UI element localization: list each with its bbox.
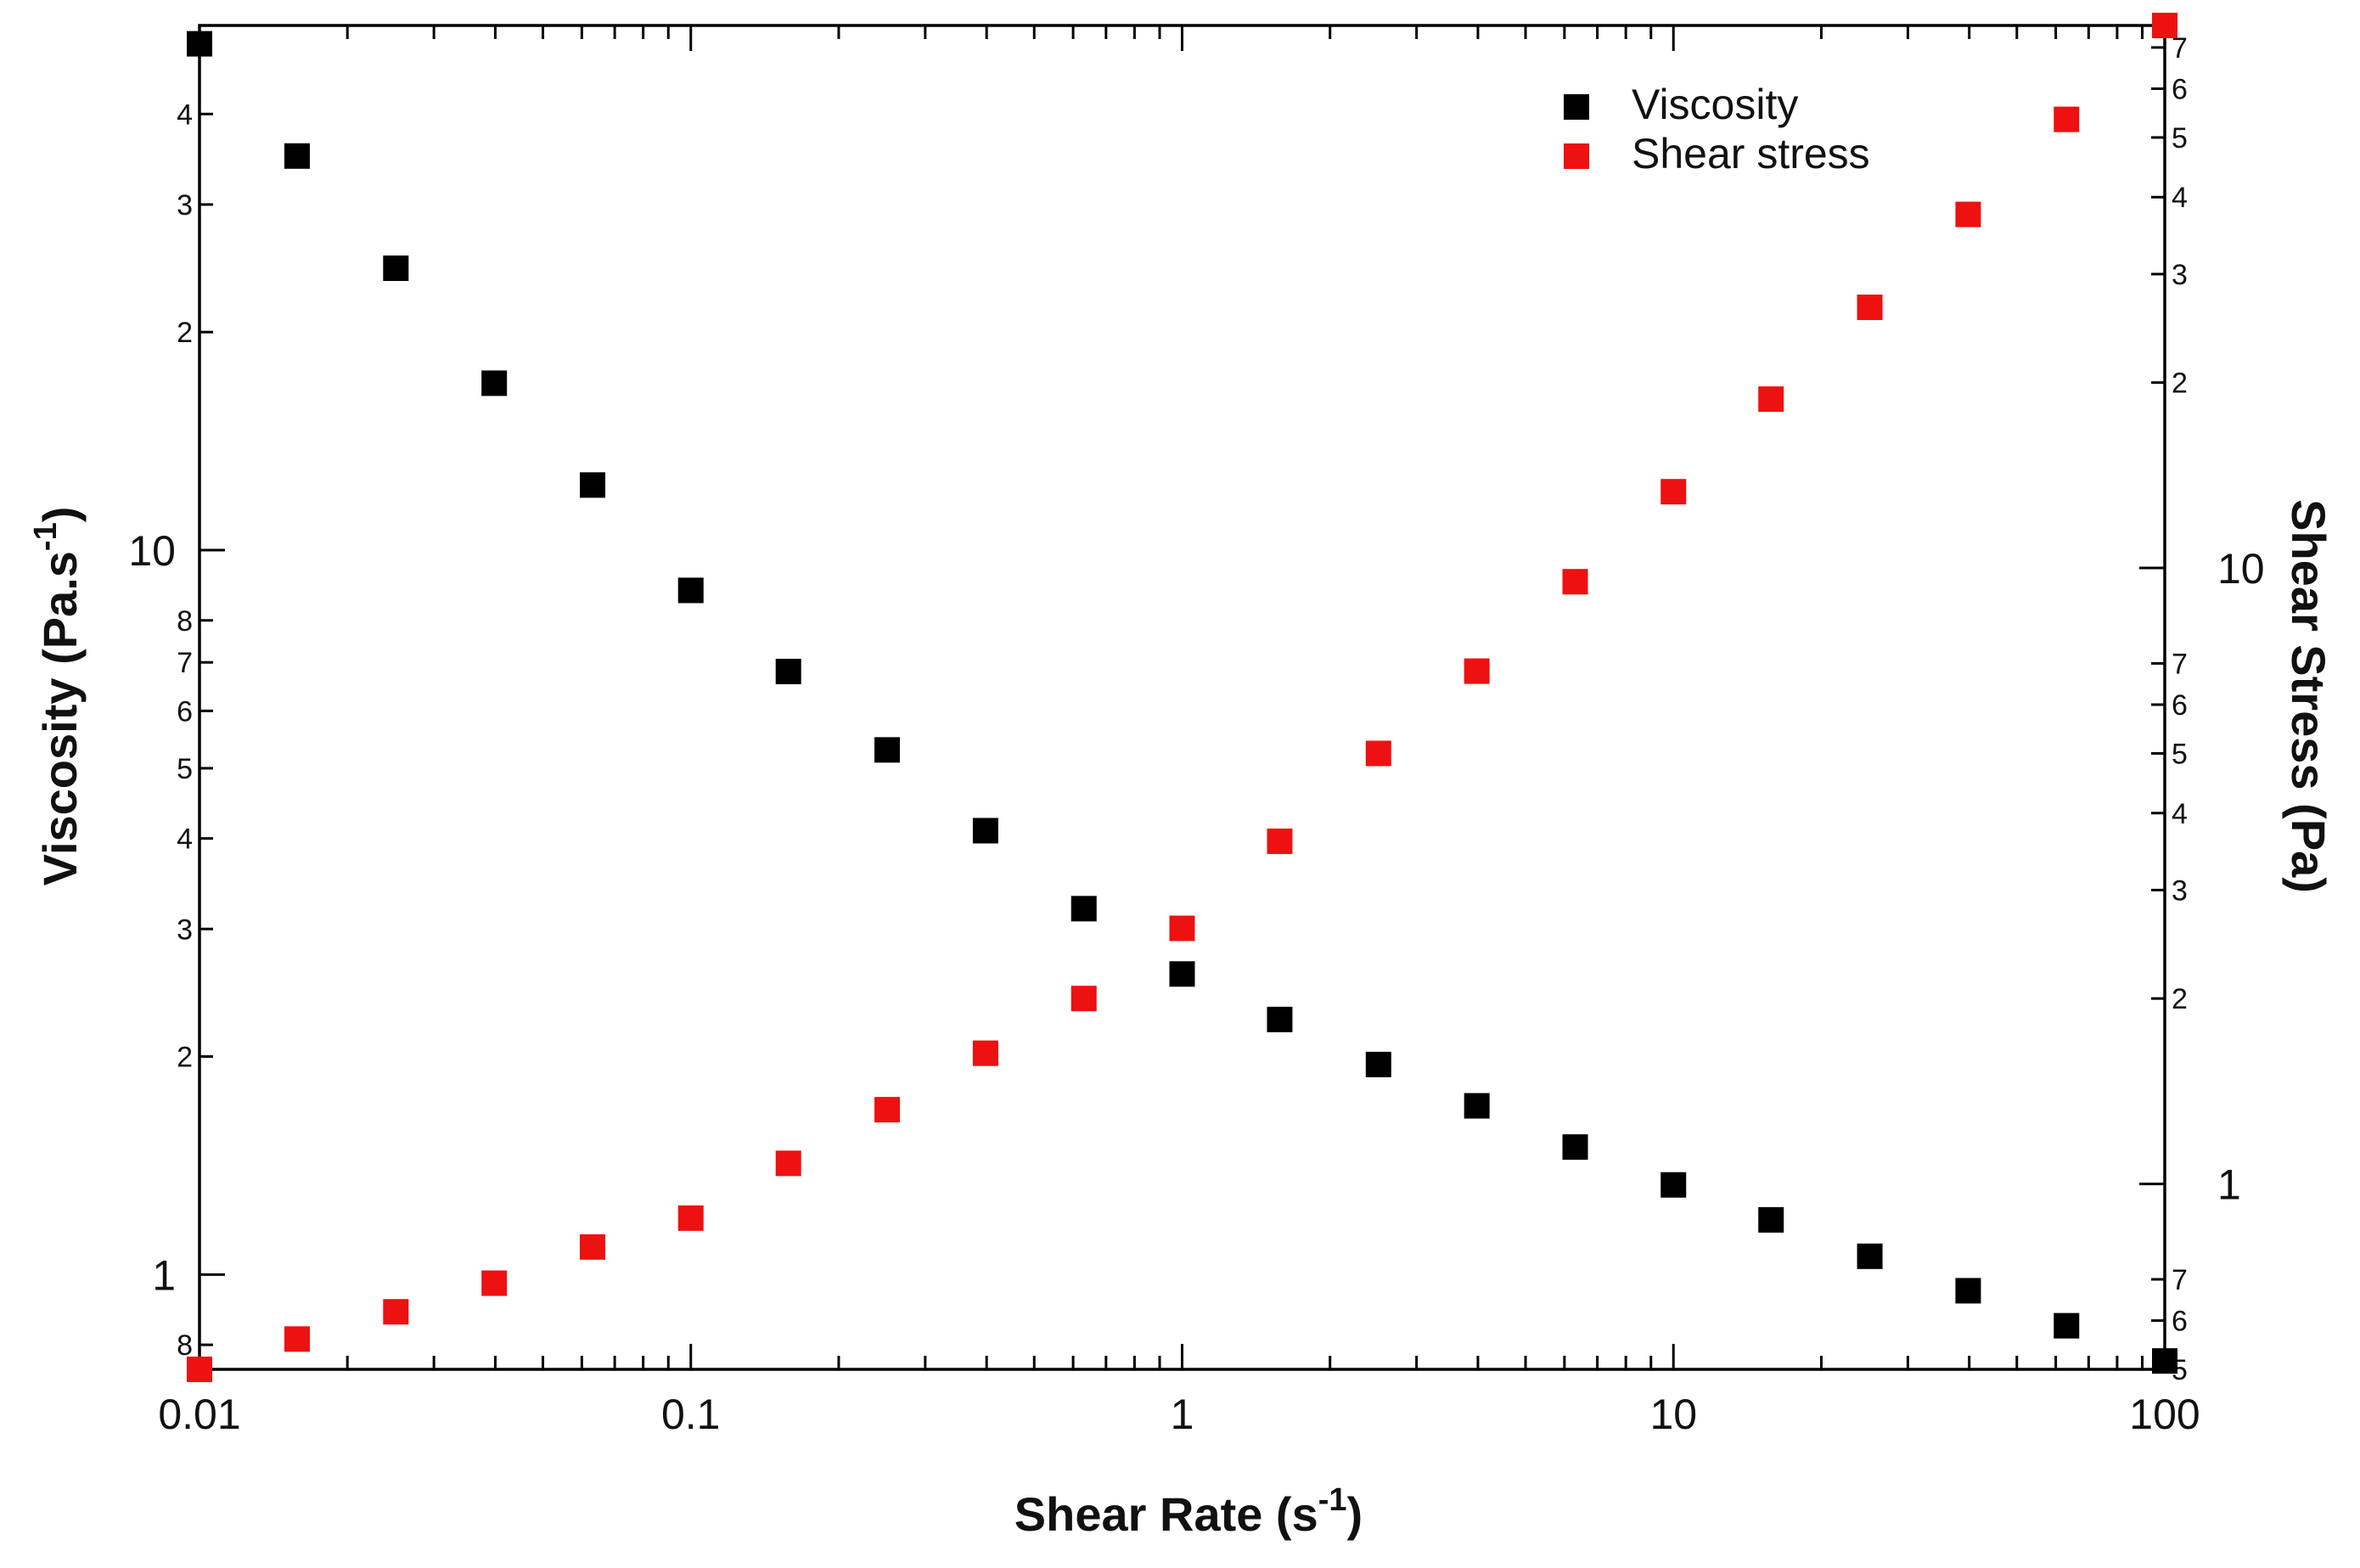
y-right-minor-label: 4 (2172, 182, 2188, 214)
shear-stress-point (2054, 106, 2080, 132)
viscosity-point (775, 658, 801, 684)
shear-stress-point (1267, 828, 1293, 854)
viscosity-point (972, 818, 998, 844)
shear-stress-point (1169, 915, 1195, 941)
x-tick-label: 100 (2129, 1391, 2200, 1438)
x-tick-label: 0.1 (661, 1391, 721, 1438)
viscosity-point (1758, 1206, 1784, 1233)
x-axis-title-text: Shear Rate (s (1014, 1487, 1318, 1541)
shear-stress-point (580, 1234, 606, 1260)
y-right-minor-label: 2 (2172, 368, 2188, 400)
plot-frame (198, 24, 2166, 1371)
viscosity-point (1955, 1278, 1981, 1304)
legend-swatch-viscosity (1564, 94, 1589, 120)
shear-stress-point (1857, 294, 1883, 320)
data-series (187, 13, 2177, 1382)
viscosity-point (481, 370, 508, 396)
y-right-minor-label: 2 (2172, 983, 2188, 1015)
y-left-major-label: 1 (152, 1251, 176, 1299)
legend-label-viscosity: Viscosity (1632, 81, 1798, 128)
y-right-minor-label: 6 (2172, 1306, 2188, 1338)
y-left-axis-title-sup: -1 (28, 522, 64, 551)
viscosity-point (580, 472, 606, 498)
y-left-major-label: 10 (128, 527, 176, 575)
y-left-minor-label: 8 (177, 605, 193, 638)
shear-stress-point (874, 1097, 901, 1123)
viscosity-point (2054, 1312, 2080, 1339)
series-viscosity (187, 31, 2177, 1374)
y-right-major-label: 10 (2217, 545, 2265, 593)
shear-stress-point (2152, 13, 2177, 38)
x-tick-label: 0.01 (158, 1391, 240, 1438)
shear-stress-point (1562, 569, 1588, 595)
shear-stress-point (1660, 479, 1687, 505)
y-right-minor-label: 7 (2172, 1264, 2188, 1296)
y-right-minor-label: 3 (2172, 259, 2188, 291)
x-axis-title: Shear Rate (s-1) (1014, 1482, 1363, 1541)
x-axis: 0.01 0.1 1 10 100 (158, 25, 2200, 1438)
y-left-axis-title: Viscosity (Pa.s-1) (28, 507, 87, 886)
viscosity-point (677, 577, 704, 604)
shear-stress-point (677, 1205, 704, 1231)
y-right-axis-title: Shear Stress (Pa) (2282, 499, 2335, 893)
shear-stress-point (383, 1299, 409, 1325)
plot-border (198, 24, 2166, 1371)
y-left-minor-label: 6 (177, 695, 193, 728)
y-right-minor-label: 3 (2172, 874, 2188, 907)
x-axis-title-sup: -1 (1318, 1482, 1347, 1518)
y-left-minor-label: 2 (177, 1042, 193, 1074)
viscosity-point (2152, 1348, 2177, 1374)
shear-stress-point (972, 1040, 998, 1066)
legend-label-shear-stress: Shear stress (1632, 130, 1870, 177)
x-tick-label: 1 (1171, 1391, 1194, 1438)
viscosity-point (1660, 1172, 1687, 1198)
y-left-axis-title-text: Viscosity (Pa.s (33, 551, 87, 885)
y-right-minor-label: 7 (2172, 32, 2188, 65)
x-tick-label: 10 (1649, 1391, 1697, 1438)
viscosity-point (187, 31, 212, 57)
y-right-minor-label: 6 (2172, 689, 2188, 722)
y-left-axis-title-close: ) (33, 507, 87, 523)
y-left-minor-label: 2 (177, 317, 193, 349)
y-right-minor-label: 5 (2172, 122, 2188, 155)
y-left-minor-label: 7 (177, 647, 193, 679)
viscosity-point (284, 143, 310, 169)
shear-stress-point (1070, 986, 1097, 1012)
viscosity-point (1562, 1134, 1588, 1161)
viscosity-point (1169, 961, 1195, 987)
shear-stress-point (1758, 386, 1784, 413)
y-left-minor-label: 5 (177, 753, 193, 785)
viscosity-point (1464, 1093, 1490, 1119)
shear-stress-point (1464, 658, 1490, 684)
y-right-major-label: 1 (2217, 1161, 2241, 1209)
shear-stress-point (1365, 740, 1391, 767)
shear-stress-point (481, 1270, 508, 1296)
shear-stress-point (187, 1357, 212, 1382)
viscosity-point (383, 255, 409, 281)
shear-stress-point (284, 1326, 310, 1352)
y-right-minor-label: 5 (2172, 738, 2188, 770)
y-right-minor-label: 6 (2172, 73, 2188, 105)
y-right-minor-label: 4 (2172, 798, 2188, 830)
viscosity-point (1857, 1243, 1883, 1269)
legend: Viscosity Shear stress (1564, 81, 1870, 177)
y-right-minor-label: 7 (2172, 648, 2188, 680)
viscosity-point (1070, 896, 1097, 922)
legend-swatch-shear-stress (1564, 143, 1589, 169)
shear-stress-point (1955, 201, 1981, 228)
shear-stress-point (775, 1150, 801, 1177)
y-left-minor-label: 3 (177, 189, 193, 222)
y-left-minor-label: 4 (177, 823, 193, 856)
viscosity-point (874, 737, 901, 763)
viscosity-point (1365, 1051, 1391, 1077)
viscosity-point (1267, 1006, 1293, 1032)
y-left-minor-label: 8 (177, 1329, 193, 1362)
y-left-minor-label: 3 (177, 913, 193, 946)
y-left-minor-label: 4 (177, 98, 193, 131)
series-shear-stress (187, 13, 2177, 1382)
x-axis-title-close: ) (1347, 1487, 1363, 1541)
